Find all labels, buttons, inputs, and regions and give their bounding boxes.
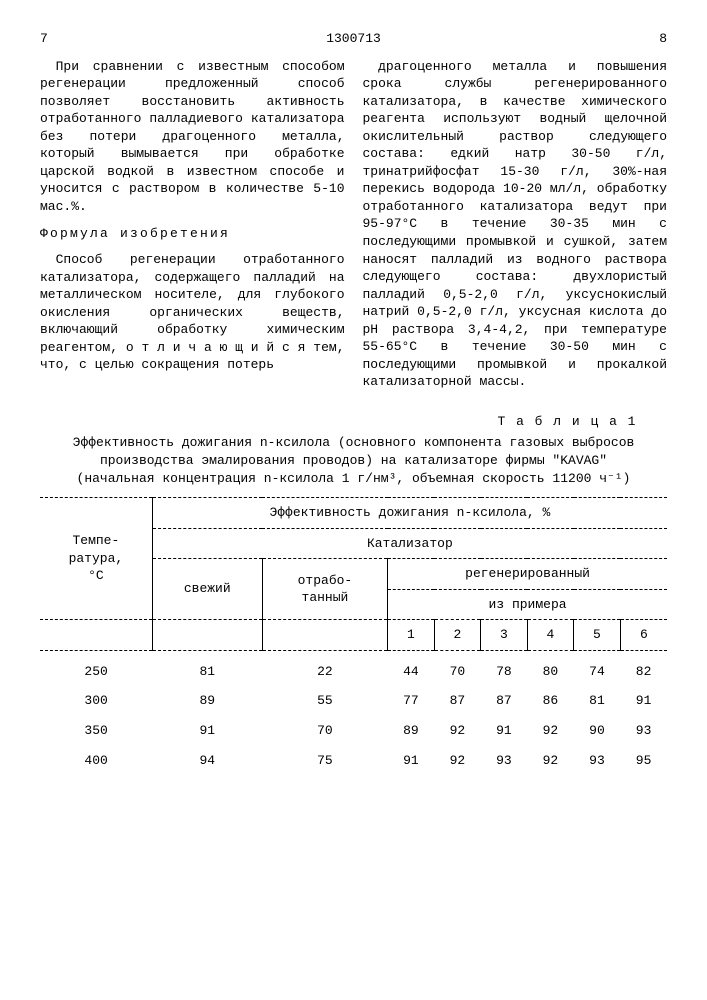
left-column: При сравнении с известным способом реген… <box>40 58 345 399</box>
left-paragraph-1: При сравнении с известным способом реген… <box>40 58 345 216</box>
table-cell: 89 <box>388 716 435 746</box>
th-ex-3: 3 <box>481 620 528 651</box>
th-ex-2: 2 <box>434 620 481 651</box>
th-catalyst: Катализатор <box>152 528 667 559</box>
th-ex-6: 6 <box>620 620 667 651</box>
left-paragraph-2: Способ регенерации отработанного катализ… <box>40 251 345 374</box>
table-cell: 92 <box>527 716 574 746</box>
text-columns: При сравнении с известным способом реген… <box>40 58 667 399</box>
table-cell: 74 <box>574 657 621 687</box>
th-efficiency: Эффективность дожигания n-ксилола, % <box>152 498 667 529</box>
table-cell: 92 <box>527 746 574 776</box>
table-cell: 400 <box>40 746 152 776</box>
th-temperature: Темпе- ратура, °С <box>40 498 152 620</box>
table-row: 3509170899291929093 <box>40 716 667 746</box>
table-cell: 91 <box>620 686 667 716</box>
table-cell: 80 <box>527 657 574 687</box>
right-column: драгоценного металла и повышения срока с… <box>363 58 668 399</box>
table-cell: 70 <box>434 657 481 687</box>
th-blank-2 <box>152 620 262 651</box>
table-cell: 75 <box>262 746 387 776</box>
right-paragraph-1: драгоценного металла и повышения срока с… <box>363 58 668 391</box>
table-cell: 91 <box>481 716 528 746</box>
table-cell: 95 <box>620 746 667 776</box>
table-cell: 91 <box>152 716 262 746</box>
table-cell: 87 <box>434 686 481 716</box>
table-cell: 90 <box>574 716 621 746</box>
document-number: 1300713 <box>48 30 659 48</box>
table-cell: 93 <box>620 716 667 746</box>
table-cell: 55 <box>262 686 387 716</box>
page-number-right: 8 <box>659 30 667 48</box>
table-cell: 86 <box>527 686 574 716</box>
table-cell: 250 <box>40 657 152 687</box>
table-row: 3008955778787868191 <box>40 686 667 716</box>
th-blank-3 <box>262 620 387 651</box>
table-cell: 93 <box>481 746 528 776</box>
table-cell: 22 <box>262 657 387 687</box>
table-cell: 92 <box>434 716 481 746</box>
table-cell: 77 <box>388 686 435 716</box>
table-cell: 92 <box>434 746 481 776</box>
table-cell: 89 <box>152 686 262 716</box>
th-ex-1: 1 <box>388 620 435 651</box>
page-header: 7 1300713 8 <box>40 30 667 48</box>
th-ex-4: 4 <box>527 620 574 651</box>
th-fresh: свежий <box>152 559 262 620</box>
th-from-example: из примера <box>388 589 667 620</box>
table-cell: 78 <box>481 657 528 687</box>
table-cell: 350 <box>40 716 152 746</box>
table-cell: 81 <box>574 686 621 716</box>
th-regenerated: регенерированный <box>388 559 667 590</box>
table-cell: 93 <box>574 746 621 776</box>
table-cell: 300 <box>40 686 152 716</box>
table-cell: 70 <box>262 716 387 746</box>
table-cell: 91 <box>388 746 435 776</box>
table-cell: 94 <box>152 746 262 776</box>
table-title: Эффективность дожигания n-ксилола (основ… <box>60 434 647 487</box>
formula-heading: Формула изобретения <box>40 225 345 243</box>
table-row: 4009475919293929395 <box>40 746 667 776</box>
page-number-left: 7 <box>40 30 48 48</box>
table-cell: 82 <box>620 657 667 687</box>
table-cell: 44 <box>388 657 435 687</box>
table-caption: Т а б л и ц а 1 <box>40 413 637 431</box>
th-spent: отрабо- танный <box>262 559 387 620</box>
table-row: 2508122447078807482 <box>40 657 667 687</box>
efficiency-table: Темпе- ратура, °С Эффективность дожигани… <box>40 497 667 775</box>
table-cell: 87 <box>481 686 528 716</box>
th-blank-1 <box>40 620 152 651</box>
th-ex-5: 5 <box>574 620 621 651</box>
table-cell: 81 <box>152 657 262 687</box>
